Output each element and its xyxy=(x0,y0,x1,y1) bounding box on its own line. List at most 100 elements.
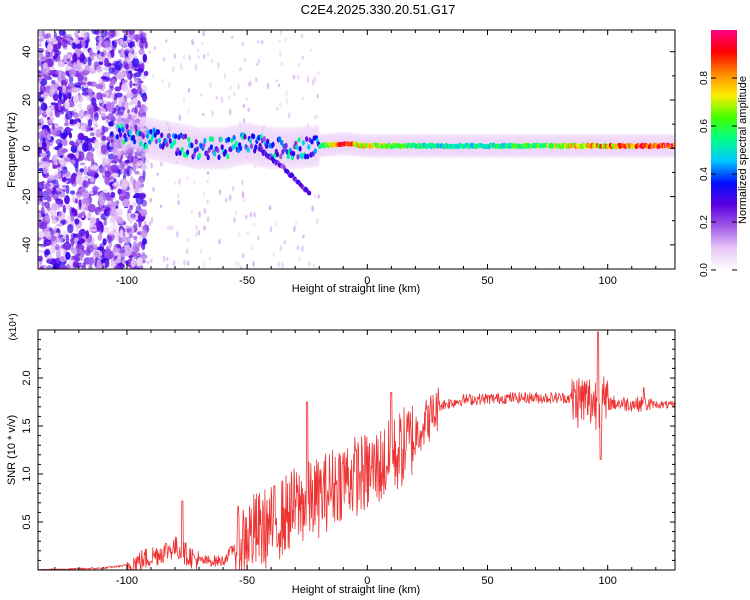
spectrogram-ridge-cell xyxy=(178,150,182,156)
spectrogram-noise-cell xyxy=(51,80,56,85)
spectrogram-noise-cell xyxy=(131,201,137,208)
spectrogram-noise-cell xyxy=(50,104,54,110)
spectrogram-noise-cell xyxy=(252,223,256,227)
spectrogram-noise-cell xyxy=(130,112,135,116)
spectrogram-noise-cell xyxy=(217,62,220,69)
spectrogram-noise-cell xyxy=(250,246,254,250)
spectrogram-noise-cell xyxy=(80,125,86,132)
spectrogram-noise-cell xyxy=(62,31,67,37)
spectrogram-noise-cell xyxy=(47,210,54,214)
spectrogram-noise-cell xyxy=(237,84,240,90)
spectrogram-noise-cell xyxy=(225,198,228,202)
spectrogram-noise-cell xyxy=(88,264,93,269)
spectrogram-noise-cell xyxy=(113,182,118,186)
spectrogram-noise-cell xyxy=(43,62,48,69)
spectrogram-noise-cell xyxy=(44,249,51,256)
spectrogram-noise-cell xyxy=(283,240,287,245)
figure-title: C2E4.2025.330.20.51.G17 xyxy=(301,2,456,17)
spectrogram-noise-cell xyxy=(60,71,66,79)
spectrogram-noise-cell xyxy=(110,93,115,100)
spectrogram-noise-cell xyxy=(206,216,210,223)
spectrogram-noise-cell xyxy=(39,84,46,94)
spectrogram-noise-cell xyxy=(233,91,236,98)
spectrogram-noise-cell xyxy=(130,180,133,186)
spectrogram-noise-cell xyxy=(317,70,320,77)
spectrogram-ridge-cell xyxy=(243,134,247,140)
spectrogram-noise-cell xyxy=(85,215,92,219)
spectrogram-ridge-cell xyxy=(301,140,305,146)
spectrogram-noise-cell xyxy=(76,194,82,199)
spectrogram-noise-cell xyxy=(173,53,177,59)
spectrogram-noise-cell xyxy=(87,119,93,127)
spectrogram-noise-cell xyxy=(136,257,143,267)
spectrogram-ridge-cell xyxy=(117,127,122,134)
spectrogram-noise-cell xyxy=(77,231,82,242)
spectrogram-noise-cell xyxy=(120,163,125,170)
spectrogram-noise-cell xyxy=(54,244,60,250)
spectrogram-noise-cell xyxy=(67,53,72,59)
spectrogram-noise-cell xyxy=(243,58,247,62)
spectrogram-noise-cell xyxy=(82,200,91,205)
spectrogram-noise-cell xyxy=(127,154,134,164)
spectrogram-noise-cell xyxy=(234,259,238,266)
spectrogram-noise-cell xyxy=(45,53,51,59)
spectrogram-noise-cell xyxy=(200,42,204,45)
spectrogram-noise-cell xyxy=(237,262,241,268)
spectrogram-noise-cell xyxy=(130,259,136,268)
spectrogram-noise-cell xyxy=(38,42,43,47)
spectrogram-noise-cell xyxy=(242,103,246,108)
snr-y-tick-label: 1.0 xyxy=(21,466,33,481)
spectrogram-ridge-cell xyxy=(217,154,221,161)
spectrogram-ridge-cell xyxy=(279,153,283,160)
spectrogram-noise-cell xyxy=(142,95,148,101)
spectrogram-noise-cell xyxy=(103,250,111,259)
spectrogram-noise-cell xyxy=(51,122,55,130)
spectrogram-noise-cell xyxy=(301,55,305,60)
spectrogram-noise-cell xyxy=(249,80,252,87)
spectrogram-noise-cell xyxy=(137,80,144,84)
spectrogram-noise-cell xyxy=(237,231,240,238)
spectrogram-ridge-cell xyxy=(194,139,198,145)
spectrogram-noise-cell xyxy=(96,223,101,231)
spectrogram-noise-cell xyxy=(138,193,146,200)
spectrogram-noise-cell xyxy=(152,73,155,79)
spectrogram-noise-cell xyxy=(167,153,171,159)
spectrogram-noise-cell xyxy=(137,125,140,129)
spectrogram-noise-cell xyxy=(136,122,143,127)
snr-frame xyxy=(37,329,676,571)
spectrogram-noise-cell xyxy=(166,263,169,269)
spectrogram-ridge-cell xyxy=(165,141,169,148)
spectrogram-noise-cell xyxy=(115,92,123,98)
spectrogram-noise-cell xyxy=(57,40,62,50)
spectrogram-noise-cell xyxy=(241,42,244,46)
spectrogram-noise-cell xyxy=(52,127,59,137)
spectrogram-noise-cell xyxy=(55,249,62,259)
spectrogram-noise-cell xyxy=(168,126,171,133)
spectrogram-ridge-cell xyxy=(124,136,128,143)
spectrogram-noise-cell xyxy=(146,260,150,264)
spectrogram-noise-cell xyxy=(59,265,68,269)
spectrogram-noise-cell xyxy=(191,38,194,46)
spectrogram-noise-cell xyxy=(165,39,168,43)
spectrogram-ridge-cell xyxy=(310,139,314,145)
spectrogram-noise-cell xyxy=(141,199,148,207)
spectrogram-noise-cell xyxy=(134,104,138,115)
spectrogram-ridge-cell xyxy=(254,144,258,150)
spectrogram-noise-cell xyxy=(85,230,90,239)
snr-x-tick-label: 100 xyxy=(599,575,617,587)
spectrogram-noise-cell xyxy=(104,157,110,164)
spectrogram-noise-cell xyxy=(52,93,59,102)
spectrogram-noise-cell xyxy=(96,65,103,73)
spectrogram-noise-cell xyxy=(81,92,89,96)
spectrogram-ridge-cell xyxy=(203,137,207,144)
spectrogram-ridge-cell xyxy=(297,137,301,143)
spectrogram-frame xyxy=(37,29,676,270)
spectrogram-noise-cell xyxy=(297,62,301,68)
spectrogram-noise-cell xyxy=(50,246,55,255)
spectrogram-noise-cell xyxy=(75,243,82,249)
spectrogram-noise-cell xyxy=(87,56,92,67)
spectrogram-noise-cell xyxy=(108,121,115,127)
spectrogram-noise-cell xyxy=(266,82,270,90)
spectrogram-noise-cell xyxy=(78,109,85,119)
